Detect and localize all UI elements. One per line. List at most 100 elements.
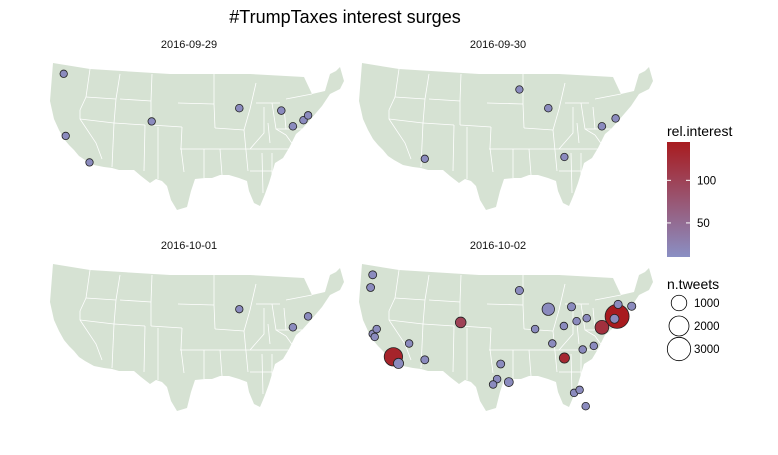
data-point [566,302,576,312]
data-point [627,301,637,311]
state-border [594,93,622,100]
data-point [288,323,298,332]
state-border [243,129,249,172]
size-legend-circle [666,336,692,362]
state-border [213,103,216,129]
state-borders [79,68,313,194]
state-border [388,311,412,361]
size-legend-label: 1000 [694,298,720,310]
state-border [243,283,257,332]
data-point [597,122,607,131]
usa-map-shape [50,63,344,210]
state-border [424,274,430,301]
state-border [85,297,117,301]
state-border [261,353,264,395]
color-legend: rel.interest 50 100 [667,123,732,257]
state-border [111,323,115,369]
state-border [489,126,494,173]
data-point [558,352,570,364]
data-point [582,313,591,323]
data-point [559,321,569,331]
data-point [303,312,313,321]
state-border [576,122,580,144]
data-point [420,355,430,365]
state-border [598,349,602,377]
state-border [388,319,424,325]
state-border [85,96,117,100]
state-border [452,325,455,373]
state-border [459,124,492,128]
state-border [143,325,146,373]
state-border [523,127,554,131]
facet-panel-2016-09-30 [359,63,653,210]
state-border [267,323,271,345]
state-border [150,124,183,128]
state-border [79,311,103,361]
size-legend-circle [668,315,690,337]
state-border [570,152,573,194]
data-point [572,316,581,326]
usa-map-shape [359,63,653,210]
data-point [496,359,506,369]
state-border [592,307,596,331]
data-point [541,302,555,316]
state-border [79,110,103,160]
facet-panel-2016-10-02 [359,264,653,411]
state-border [394,96,426,100]
state-border [552,129,558,172]
size-legend-circle [670,294,688,312]
data-point [575,385,584,395]
state-borders [79,269,313,395]
size-legend-label: 2000 [694,321,720,333]
size-legend: n.tweets 1000 2000 3000 [666,276,720,362]
state-border [388,118,424,124]
state-border [598,148,602,176]
data-point [454,316,467,329]
state-border [289,148,293,176]
state-border [113,98,117,124]
state-border [79,118,115,124]
state-border [558,107,574,150]
facet-panel-title: 2016-10-01 [161,240,217,252]
state-border [243,82,257,131]
data-point [303,111,313,120]
data-point [514,285,524,295]
state-border [243,330,249,373]
usa-map-shape [50,264,344,411]
state-border [459,325,492,329]
data-point [530,324,540,334]
data-point [515,85,524,94]
data-point [404,339,414,348]
state-border [388,110,412,160]
state-border [422,122,455,126]
state-border [285,335,297,351]
data-point [235,305,244,314]
color-tick-label: 100 [697,175,716,187]
state-border [267,122,271,144]
state-border [552,283,566,332]
state-border [285,294,313,301]
state-border [150,73,153,102]
state-border [150,325,183,329]
data-point [368,270,378,280]
state-border [594,335,606,351]
data-point [366,283,376,292]
facet-panel-title: 2016-09-29 [161,39,217,51]
state-border [113,122,146,126]
state-border [177,303,215,306]
state-border [150,274,153,303]
state-border [115,274,121,301]
state-border [249,308,265,351]
state-border [422,323,455,327]
state-border [177,102,215,105]
data-point [581,401,590,411]
data-point [85,158,94,167]
state-border [214,328,245,332]
facet-panel-title: 2016-09-30 [470,39,526,51]
size-legend-keys: 1000 2000 3000 [666,294,720,362]
state-border [552,330,558,373]
data-point [372,324,381,334]
data-point [420,154,429,163]
state-border [115,73,121,100]
